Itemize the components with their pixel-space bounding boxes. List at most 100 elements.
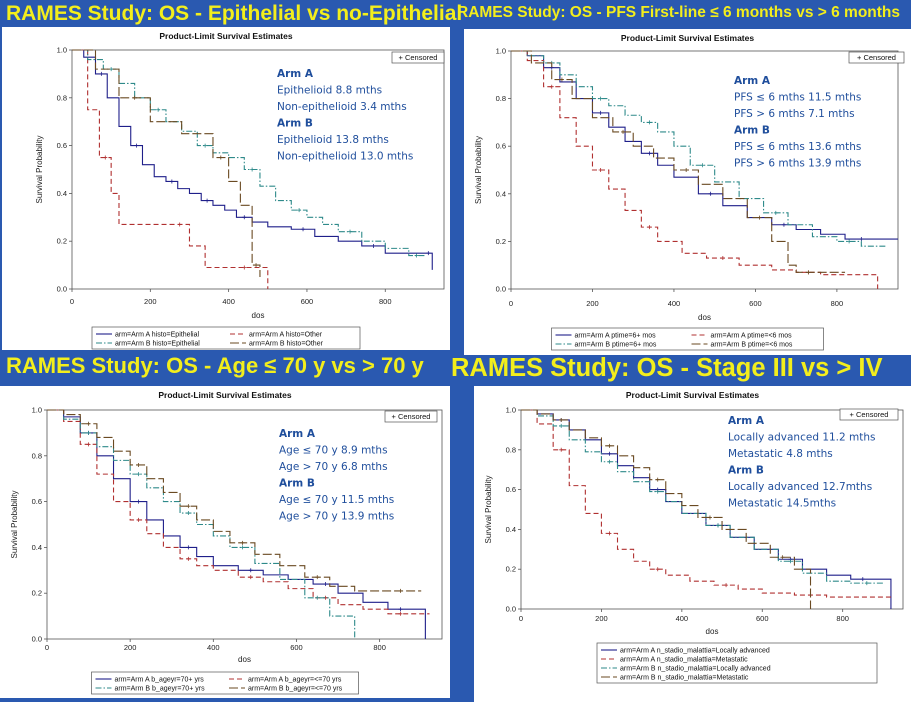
y-tick-label: 0.0: [57, 285, 67, 294]
km-curve: [511, 50, 886, 247]
y-tick-label: 0.8: [496, 94, 506, 103]
x-tick-label: 600: [290, 643, 303, 652]
y-tick-label: 0.8: [57, 93, 67, 102]
censor-mark: [186, 545, 191, 550]
censor-mark: [847, 239, 852, 244]
legend-label: arm=Arm B ptime=<6 mos: [711, 342, 793, 349]
annotation-text: Metastatic 14.5mths: [728, 498, 836, 510]
legend-label: arm=Arm B histo=Epithelial: [115, 341, 200, 348]
censor-mark: [708, 191, 713, 196]
km-chart: Product-Limit Survival Estimates 0.0 0.2 0.…: [35, 31, 445, 350]
censor-mark: [177, 222, 182, 227]
x-axis-label: dos: [706, 627, 719, 636]
censor-mark: [773, 210, 778, 215]
x-tick-label: 200: [124, 643, 137, 652]
legend-label: arm=Arm B histo=Other: [249, 341, 324, 348]
censor-mark: [136, 517, 141, 522]
annotation-text: Age > 70 y 6.8 mths: [279, 461, 388, 473]
legend-box: [551, 327, 824, 351]
censor-mark: [607, 459, 612, 464]
censor-mark: [323, 582, 328, 587]
header-pfs: RAMES Study: OS - PFS First-line ≤ 6 mon…: [457, 4, 900, 21]
legend-label: arm=Arm B n_stadio_malattia=Locally adva…: [620, 666, 771, 673]
annotation-text: Non-epithelioid 13.0 mths: [277, 151, 413, 163]
censor-mark: [242, 215, 247, 220]
annotation-text: Arm B: [279, 478, 315, 490]
x-tick-label: 200: [144, 297, 157, 306]
x-tick-label: 200: [595, 614, 608, 623]
y-tick-label: 0.6: [496, 142, 506, 151]
censor-mark: [559, 77, 564, 82]
plot-frame: [510, 50, 899, 290]
x-tick-label: 400: [207, 643, 220, 652]
annotation-text: Metastatic 4.8 mths: [728, 448, 833, 460]
censored-legend-label: + Censored: [850, 410, 889, 419]
censor-mark: [203, 143, 208, 148]
x-axis-label: dos: [698, 313, 711, 322]
y-tick-label: 0.8: [32, 451, 42, 460]
legend-label: arm=Arm B ptime=6+ mos: [575, 342, 657, 349]
x-tick-label: 800: [379, 297, 392, 306]
km-curve: [47, 409, 430, 615]
chart-panel-epithelial: Product-Limit Survival Estimates 0.0 0.2 0.…: [2, 27, 450, 350]
censor-mark: [707, 515, 712, 520]
km-curve: [72, 49, 269, 289]
censor-mark: [559, 417, 564, 422]
censor-mark: [607, 531, 612, 536]
censor-mark: [806, 270, 811, 275]
annotation-text: PFS > 6 mths 13.9 mths: [734, 158, 861, 170]
censor-mark: [250, 167, 255, 172]
y-axis-label: Survival Probability: [474, 136, 483, 204]
x-tick-label: 600: [749, 299, 762, 308]
y-tick-label: 0.0: [32, 635, 42, 644]
censor-mark: [647, 151, 652, 156]
censor-mark: [700, 163, 705, 168]
plot-frame: [46, 409, 443, 640]
censor-mark: [218, 155, 223, 160]
censor-mark: [186, 511, 191, 516]
censor-mark: [426, 251, 431, 256]
censor-mark: [655, 477, 660, 482]
censor-mark: [621, 129, 626, 134]
km-curve: [511, 50, 846, 273]
y-tick-label: 0.0: [496, 285, 506, 294]
censor-mark: [788, 559, 793, 564]
censor-mark: [859, 237, 864, 242]
y-tick-label: 1.0: [496, 47, 506, 56]
km-chart: Product-Limit Survival Estimates 0.0 0.2 0.…: [10, 390, 443, 695]
censor-mark: [103, 155, 108, 160]
censor-mark: [254, 263, 259, 268]
censor-mark: [398, 607, 403, 612]
legend-label: arm=Arm B b_ageyr=<=70 yrs: [248, 686, 343, 693]
censor-mark: [607, 443, 612, 448]
legend-label: arm=Arm A n_stadio_malattia=Locally adva…: [620, 648, 770, 655]
y-tick-label: 0.6: [57, 141, 67, 150]
censor-mark: [655, 489, 660, 494]
y-tick-label: 0.0: [506, 605, 516, 614]
x-tick-label: 800: [836, 614, 849, 623]
x-tick-label: 0: [509, 299, 513, 308]
annotation-text: PFS > 6 mths 7.1 mths: [734, 108, 855, 120]
censored-legend-label: + Censored: [399, 53, 438, 62]
km-curve: [521, 409, 883, 584]
censor-mark: [655, 567, 660, 572]
annotation-text: Locally advanced 11.2 mths: [728, 432, 876, 444]
censor-mark: [598, 96, 603, 101]
x-tick-label: 200: [586, 299, 599, 308]
annotation-text: Epithelioid 13.8 mths: [277, 134, 389, 146]
censor-mark: [864, 581, 869, 586]
x-tick-label: 600: [301, 297, 314, 306]
x-tick-label: 0: [70, 297, 74, 306]
header-epithelial: RAMES Study: OS - Epithelial vs no-Epith…: [6, 2, 463, 25]
km-curve: [511, 50, 898, 240]
censored-legend-box: [839, 408, 899, 421]
censor-mark: [86, 442, 91, 447]
censored-legend-label: + Censored: [392, 412, 431, 421]
y-tick-label: 0.4: [57, 189, 67, 198]
censor-mark: [781, 222, 786, 227]
censor-mark: [136, 462, 141, 467]
censor-mark: [724, 583, 729, 588]
x-tick-label: 0: [519, 614, 523, 623]
plot-frame: [71, 49, 445, 290]
censor-mark: [371, 243, 376, 248]
